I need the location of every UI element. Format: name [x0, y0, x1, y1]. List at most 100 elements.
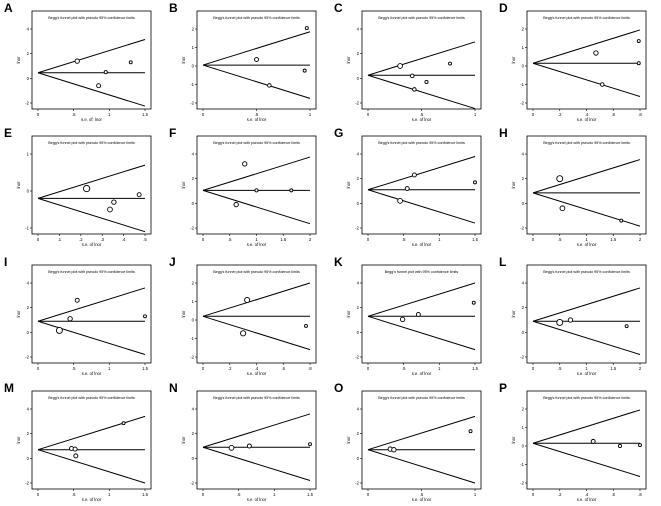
study-point — [244, 296, 251, 304]
panel-letter: J — [169, 255, 176, 269]
panel-letter: E — [4, 126, 12, 140]
lower-confidence-limit — [532, 320, 641, 356]
x-axis-label: s.e. of lnor — [412, 371, 432, 376]
study-point — [567, 317, 574, 323]
funnel-panel-n: N Begg's funnel plot with pseudo 95% conf… — [169, 381, 317, 502]
y-tick-label: 2 — [357, 51, 360, 56]
study-point — [397, 63, 403, 69]
upper-confidence-limit — [37, 39, 146, 74]
y-tick-label: 4 — [357, 152, 360, 157]
x-tick-label: .5 — [255, 112, 259, 117]
panel-letter: L — [499, 255, 506, 269]
y-tick-label: 1 — [192, 299, 195, 304]
y-axis-label: lnor — [346, 181, 351, 189]
funnel-panel-f: F Begg's funnel plot with pseudo 95% conf… — [169, 126, 317, 247]
x-tick-label: .5 — [143, 237, 147, 242]
x-tick-label: .5 — [558, 366, 562, 371]
study-point — [240, 330, 247, 337]
y-tick-label: 4 — [27, 281, 30, 286]
x-tick-label: .5 — [558, 237, 562, 242]
x-tick-label: 1 — [474, 492, 477, 497]
y-tick-label: -2 — [25, 101, 29, 106]
y-axis-label: lnor — [511, 181, 516, 189]
study-point — [404, 186, 410, 191]
y-axis-label: lnor — [16, 310, 21, 318]
study-point — [228, 444, 235, 451]
upper-confidence-limit — [202, 31, 311, 66]
y-tick-label: 2 — [192, 431, 195, 436]
plot-title: Begg's funnel plot with pseudo 95% confi… — [213, 141, 300, 145]
x-tick-label: .5 — [72, 112, 76, 117]
study-point — [590, 438, 596, 444]
study-point — [599, 82, 605, 87]
lower-confidence-limit — [367, 315, 476, 351]
upper-confidence-limit — [367, 41, 476, 76]
y-tick-label: 1 — [522, 45, 525, 50]
plot-frame — [31, 135, 152, 235]
study-point — [397, 198, 403, 204]
y-tick-label: 0 — [522, 444, 525, 449]
study-point — [624, 324, 629, 329]
plot-frame — [196, 264, 317, 364]
study-point — [74, 58, 80, 64]
x-axis-label: s.e. of lnor — [412, 497, 432, 502]
y-tick-label: 2 — [27, 51, 30, 56]
x-tick-label: .2 — [79, 237, 83, 242]
y-axis-label: lnor — [181, 56, 186, 64]
study-point — [471, 300, 476, 305]
study-point — [448, 61, 452, 66]
upper-confidence-limit — [37, 287, 146, 322]
study-point — [302, 68, 307, 73]
x-axis-label: s.e. of lnor — [577, 117, 597, 122]
y-tick-label: 2 — [192, 176, 195, 181]
x-tick-label: 1.5 — [142, 112, 148, 117]
plot-title: Begg's funnel plot with pseudo 95% confi… — [378, 16, 465, 20]
y-tick-label: 0 — [522, 64, 525, 69]
study-point — [473, 180, 477, 185]
upper-confidence-limit — [37, 164, 146, 199]
y-axis-label: lnor — [511, 436, 516, 444]
y-tick-label: -2 — [190, 355, 194, 360]
y-tick-label: 4 — [522, 152, 525, 157]
lower-confidence-limit — [367, 189, 476, 224]
x-tick-label: .5 — [402, 237, 406, 242]
x-tick-label: .2 — [228, 366, 232, 371]
y-tick-label: 0 — [27, 189, 30, 194]
y-tick-label: 0 — [192, 318, 195, 323]
plot-title: Begg's funnel plot with pseudo 95% confi… — [378, 396, 465, 400]
lower-confidence-limit — [532, 442, 641, 478]
x-tick-label: 0 — [367, 492, 370, 497]
study-point — [96, 83, 102, 89]
y-tick-label: -2 — [190, 481, 194, 486]
panel-letter: A — [4, 1, 13, 15]
panel-letter: M — [4, 381, 14, 395]
study-point — [556, 175, 564, 183]
plot-frame — [196, 135, 317, 235]
x-tick-label: 1 — [108, 112, 111, 117]
study-point — [391, 447, 397, 453]
y-tick-label: -2 — [25, 481, 29, 486]
y-axis-label: lnor — [511, 310, 516, 318]
y-tick-label: 0 — [522, 330, 525, 335]
x-tick-label: .4 — [122, 237, 126, 242]
funnel-panel-p: P Begg's funnel plot with pseudo 95% conf… — [499, 381, 647, 502]
y-tick-label: -2 — [520, 355, 524, 360]
y-tick-label: -2 — [355, 226, 359, 231]
y-tick-label: 4 — [192, 152, 195, 157]
y-tick-label: 4 — [27, 407, 30, 412]
study-point — [267, 83, 272, 88]
study-point — [468, 429, 473, 434]
y-tick-label: 0 — [357, 330, 360, 335]
study-point — [128, 60, 133, 65]
x-axis-label: s.e. of lnor — [247, 242, 267, 247]
x-tick-label: 0 — [202, 112, 205, 117]
y-tick-label: -2 — [25, 355, 29, 360]
study-point — [415, 312, 421, 317]
y-tick-label: 2 — [27, 305, 30, 310]
study-point — [411, 172, 417, 178]
study-point — [289, 188, 294, 193]
study-point — [617, 443, 622, 449]
study-point — [107, 206, 113, 213]
x-tick-label: .6 — [612, 492, 616, 497]
plot-title: Begg's funnel plot with pseudo 95% confi… — [543, 141, 630, 145]
